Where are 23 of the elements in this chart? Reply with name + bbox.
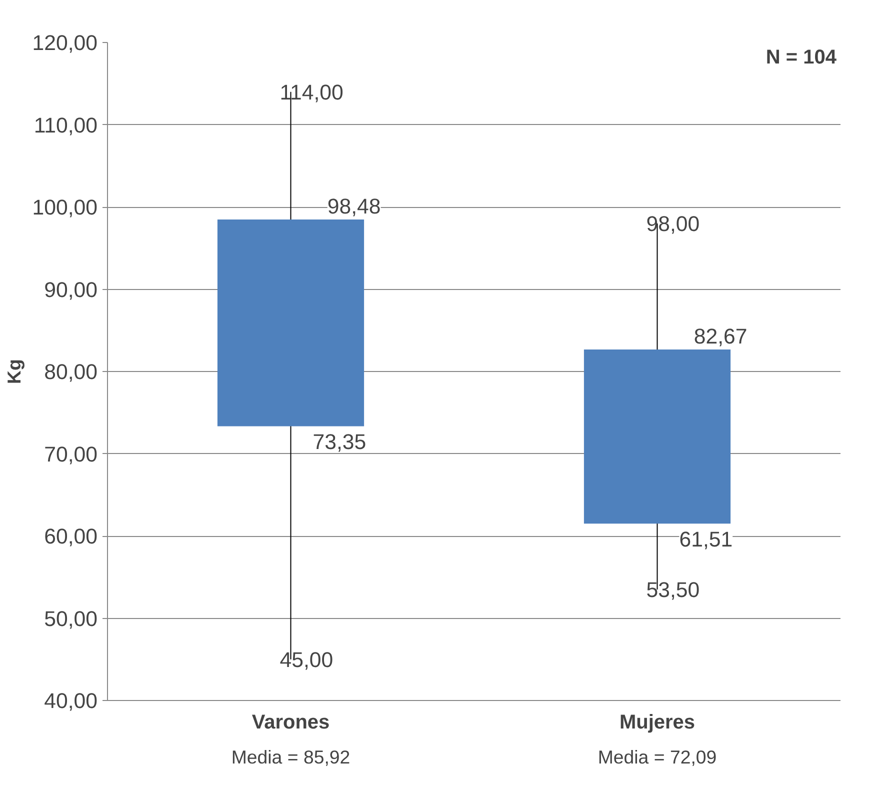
y-tick-label: 100,00 [32, 196, 98, 220]
annotation: 98,48 [327, 194, 381, 218]
annotation: N = 104 [766, 46, 838, 68]
x-tick-label: Mujeres [619, 712, 696, 734]
y-tick-label: 120,00 [32, 31, 98, 55]
y-axis-title: Kg [3, 359, 24, 384]
y-tick-label: 60,00 [44, 524, 98, 548]
annotation: 73,35 [312, 430, 366, 454]
text: Media = 85,92 [231, 746, 350, 768]
y-tick-label: 80,00 [44, 360, 98, 384]
annotation: 61,51 [679, 528, 733, 552]
y-tick-label: 50,00 [44, 606, 98, 631]
y-tick-label: 90,00 [44, 278, 98, 302]
annotation: 98,00 [646, 212, 700, 236]
annotation: 53,50 [646, 578, 700, 602]
text: Media = 72,09 [598, 746, 717, 768]
x-tick-label: Varones [252, 712, 330, 734]
y-tick-label: 70,00 [44, 442, 98, 466]
annotation: 114,00 [280, 80, 344, 104]
annotation: 45,00 [280, 648, 334, 672]
y-tick-label: 40,00 [44, 689, 98, 713]
annotation: 82,67 [694, 324, 748, 349]
y-tick-label: 110,00 [34, 113, 98, 138]
